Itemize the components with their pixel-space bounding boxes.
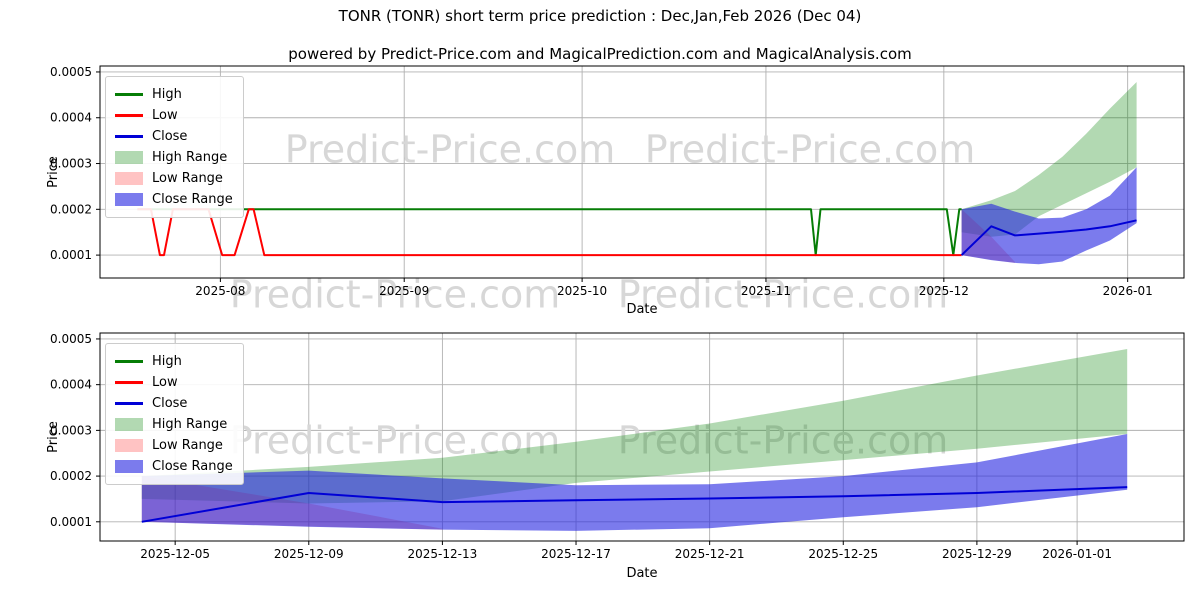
y-tick-label: 0.0002 [50,202,92,216]
x-tick-label: 2025-12-13 [408,547,478,561]
legend-label: Low Range [152,438,223,453]
high-line [137,208,962,257]
y-axis-label: Price [46,156,61,188]
legend-detail-chart: High Low Close High Range Low Range Close Ran… [105,343,244,485]
legend-patch-swatch [115,193,143,206]
legend-patch-swatch [115,418,143,431]
axes-layer: 2025-08 2025-09 2025-10 2025-11 2025-12 2026-… [46,65,1185,581]
watermark-text: Predict-Price.com [230,273,561,317]
watermark-text: Predict-Price.com [618,419,949,463]
legend-label: High [152,354,182,369]
bands-layer [141,82,1137,531]
x-tick-label: 2025-12-21 [675,547,745,561]
legend-item-high: High [115,84,233,105]
y-tick-label: 0.0002 [50,469,92,483]
legend-item-low: Low [115,105,233,126]
legend-line-swatch [115,135,143,138]
legend-history-chart: High Low Close High Range Low Range Close Ran… [105,76,244,218]
y-axis-label: Price [46,421,61,453]
x-tick-label: 2025-12-29 [942,547,1012,561]
x-tick-label: 2025-10 [557,284,607,298]
chart-title: TONR (TONR) short term price prediction … [338,7,862,25]
x-tick-label: 2025-12-17 [541,547,611,561]
watermark-text: Predict-Price.com [618,273,949,317]
y-tick-label: 0.0003 [50,423,92,437]
x-tick-label: 2026-01-01 [1042,547,1112,561]
axes: 2025-12-05 2025-12-09 2025-12-13 2025-12-17… [46,332,1185,581]
legend-item-high: High [115,351,233,372]
watermark-text: Predict-Price.com [285,128,616,172]
legend-label: Close Range [152,459,233,474]
legend-label: Close [152,396,188,411]
close-range-band [961,167,1137,265]
x-tick-label: 2025-12 [919,284,969,298]
legend-line-swatch [115,381,143,384]
x-tick-label: 2025-12-05 [140,547,210,561]
high-range-band [961,82,1137,237]
legend-line-swatch [115,402,143,405]
legend-item-low: Low [115,372,233,393]
watermark-text: Predict-Price.com [230,419,561,463]
legend-label: High Range [152,150,228,165]
plot-border [99,65,1185,279]
plot-border [99,332,1185,542]
legend-item-low-range: Low Range [115,435,233,456]
close-line [960,219,1137,256]
watermark-layer: Predict-Price.com Predict-Price.com Predic… [230,128,976,463]
axes: 2025-08 2025-09 2025-10 2025-11 2025-12 2026-… [46,65,1185,317]
x-tick-label: 2026-01 [1103,284,1153,298]
x-axis-label: Date [626,302,657,317]
x-tick-label: 2025-11 [741,284,791,298]
legend-line-swatch [115,360,143,363]
x-tick-label: 2025-09 [379,284,429,298]
legend-label: Close Range [152,192,233,207]
y-tick-label: 0.0001 [50,515,92,529]
y-tick-label: 0.0005 [50,332,92,346]
legend-item-close-range: Close Range [115,456,233,477]
legend-label: Low [152,375,178,390]
x-tick-label: 2025-12-09 [274,547,344,561]
y-tick-label: 0.0004 [50,378,92,392]
legend-label: Low Range [152,171,223,186]
legend-patch-swatch [115,151,143,164]
y-tick-label: 0.0004 [50,111,92,125]
y-tick-label: 0.0005 [50,65,92,79]
legend-patch-swatch [115,172,143,185]
legend-label: Close [152,129,188,144]
legend-label: High Range [152,417,228,432]
x-axis-label: Date [626,566,657,581]
legend-item-close-range: Close Range [115,189,233,210]
legend-item-close: Close [115,393,233,414]
legend-label: Low [152,108,178,123]
watermark-text: Predict-Price.com [645,128,976,172]
legend-patch-swatch [115,439,143,452]
legend-label: High [152,87,182,102]
legend-line-swatch [115,93,143,96]
close-line [141,486,1128,523]
legend-line-swatch [115,114,143,117]
legend-patch-swatch [115,460,143,473]
x-tick-label: 2025-12-25 [808,547,878,561]
chart-subtitle: powered by Predict-Price.com and Magical… [288,45,912,63]
legend-item-close: Close [115,126,233,147]
y-tick-label: 0.0001 [50,248,92,262]
high-range-band [141,349,1128,504]
lines-layer [137,208,1137,523]
close-range-band [141,434,1128,531]
low-line [137,208,962,257]
y-tick-label: 0.0003 [50,157,92,171]
legend-item-high-range: High Range [115,147,233,168]
x-tick-label: 2025-08 [195,284,245,298]
legend-item-low-range: Low Range [115,168,233,189]
legend-item-high-range: High Range [115,414,233,435]
